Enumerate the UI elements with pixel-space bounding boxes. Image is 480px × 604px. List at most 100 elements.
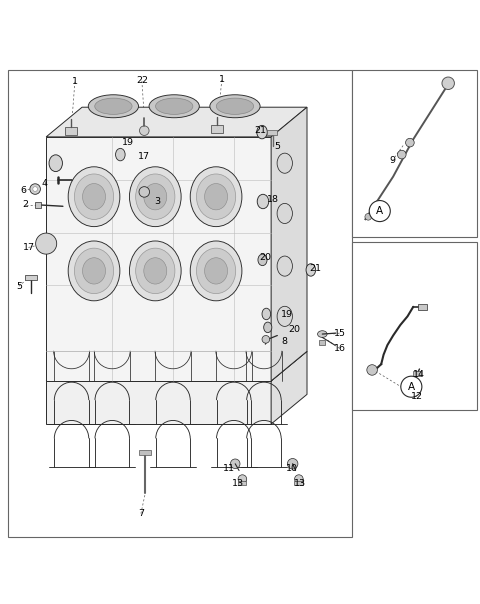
Text: 12: 12 xyxy=(410,392,422,401)
Ellipse shape xyxy=(210,95,260,118)
Text: 9: 9 xyxy=(389,156,395,165)
Bar xyxy=(413,371,421,376)
Text: 14: 14 xyxy=(412,370,424,379)
Ellipse shape xyxy=(196,174,236,219)
Text: 20: 20 xyxy=(288,325,300,334)
Ellipse shape xyxy=(277,204,292,223)
Circle shape xyxy=(230,459,240,469)
Polygon shape xyxy=(46,107,307,137)
Text: 5: 5 xyxy=(16,281,22,291)
Circle shape xyxy=(262,335,270,343)
Ellipse shape xyxy=(88,95,139,118)
Ellipse shape xyxy=(216,98,253,114)
Ellipse shape xyxy=(190,241,242,301)
Bar xyxy=(319,340,324,345)
Ellipse shape xyxy=(196,248,236,294)
Circle shape xyxy=(36,233,57,254)
Circle shape xyxy=(238,475,247,483)
Bar xyxy=(35,202,41,208)
Bar xyxy=(267,130,277,135)
Text: 3: 3 xyxy=(155,197,161,206)
Bar xyxy=(294,481,303,485)
Ellipse shape xyxy=(136,174,175,219)
Circle shape xyxy=(140,126,149,135)
Ellipse shape xyxy=(277,256,292,276)
Text: 17: 17 xyxy=(23,243,35,252)
Text: 11: 11 xyxy=(223,464,235,472)
Text: 5: 5 xyxy=(275,143,280,152)
Bar xyxy=(238,481,246,485)
Circle shape xyxy=(397,150,406,159)
Ellipse shape xyxy=(149,95,199,118)
Ellipse shape xyxy=(95,98,132,114)
Ellipse shape xyxy=(136,248,175,294)
Text: 7: 7 xyxy=(138,509,144,518)
Ellipse shape xyxy=(258,254,267,266)
Text: A: A xyxy=(376,206,384,216)
Text: 8: 8 xyxy=(281,337,288,345)
Ellipse shape xyxy=(116,149,125,161)
Text: 18: 18 xyxy=(266,195,278,204)
Ellipse shape xyxy=(68,167,120,226)
Bar xyxy=(418,304,427,310)
Bar xyxy=(8,70,352,536)
Ellipse shape xyxy=(130,167,181,226)
Circle shape xyxy=(365,213,372,220)
Ellipse shape xyxy=(74,248,114,294)
Circle shape xyxy=(295,475,303,483)
Ellipse shape xyxy=(264,322,272,333)
Circle shape xyxy=(33,187,37,191)
Polygon shape xyxy=(271,352,307,424)
Bar xyxy=(211,125,223,132)
Circle shape xyxy=(442,77,455,89)
Ellipse shape xyxy=(130,241,181,301)
Ellipse shape xyxy=(306,264,316,276)
Circle shape xyxy=(406,138,414,147)
Polygon shape xyxy=(46,137,271,381)
Circle shape xyxy=(367,365,377,375)
Circle shape xyxy=(30,184,40,194)
Ellipse shape xyxy=(257,194,269,208)
Ellipse shape xyxy=(277,153,292,173)
Ellipse shape xyxy=(257,126,267,139)
Bar xyxy=(352,70,477,237)
Bar xyxy=(139,451,152,455)
Circle shape xyxy=(401,376,422,397)
Polygon shape xyxy=(271,107,307,381)
Text: 19: 19 xyxy=(121,138,133,147)
Circle shape xyxy=(288,458,298,469)
Text: A: A xyxy=(408,382,415,392)
Ellipse shape xyxy=(277,306,292,326)
Text: 21: 21 xyxy=(254,126,266,135)
Text: 22: 22 xyxy=(136,76,148,85)
Text: 17: 17 xyxy=(138,152,150,161)
Bar xyxy=(65,127,77,135)
Ellipse shape xyxy=(68,241,120,301)
Bar xyxy=(352,242,477,410)
Bar xyxy=(24,275,37,280)
Text: 1: 1 xyxy=(219,76,225,85)
Text: 15: 15 xyxy=(334,329,346,338)
Polygon shape xyxy=(46,352,307,381)
Text: 13: 13 xyxy=(232,479,244,488)
Ellipse shape xyxy=(144,184,167,210)
Ellipse shape xyxy=(262,308,271,320)
Ellipse shape xyxy=(156,98,193,114)
Circle shape xyxy=(369,201,390,222)
Text: 4: 4 xyxy=(42,179,48,188)
Polygon shape xyxy=(46,381,271,424)
Ellipse shape xyxy=(318,331,327,338)
Text: 10: 10 xyxy=(286,464,298,472)
Ellipse shape xyxy=(83,258,106,284)
Ellipse shape xyxy=(204,184,228,210)
Circle shape xyxy=(139,187,150,197)
Ellipse shape xyxy=(190,167,242,226)
Ellipse shape xyxy=(144,258,167,284)
Text: 21: 21 xyxy=(310,264,322,273)
Text: 19: 19 xyxy=(281,310,293,319)
Text: 20: 20 xyxy=(259,254,271,263)
Text: 6: 6 xyxy=(21,186,27,195)
Ellipse shape xyxy=(204,258,228,284)
Ellipse shape xyxy=(83,184,106,210)
Text: 2: 2 xyxy=(23,201,29,210)
